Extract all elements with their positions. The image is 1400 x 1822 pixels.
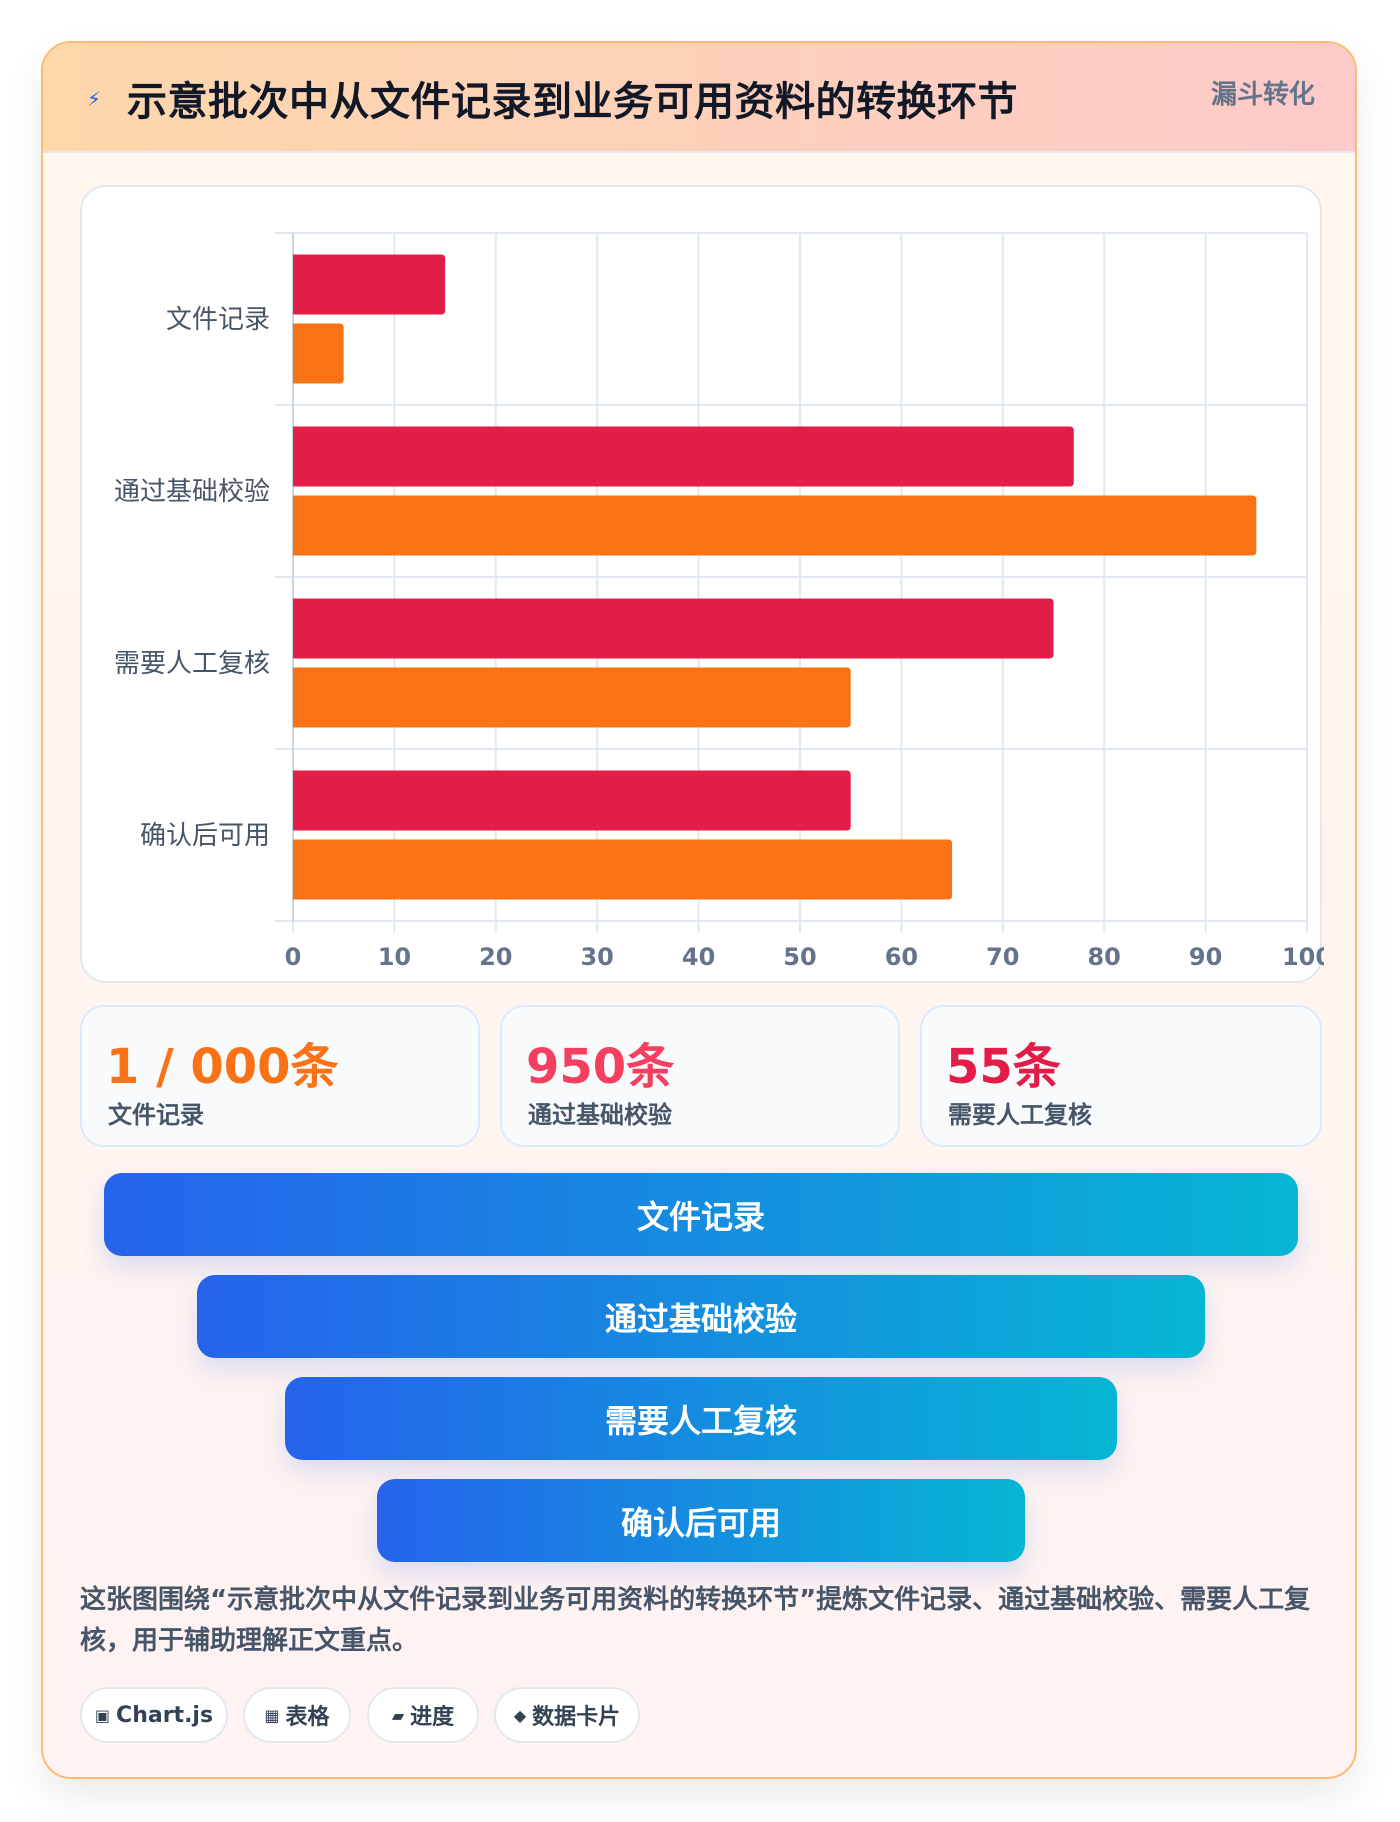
bar xyxy=(293,495,1257,556)
kpi-label: 文件记录 xyxy=(108,1101,204,1129)
y-tick-label: 通过基础校验 xyxy=(114,477,270,507)
progress-icon: ▰ xyxy=(391,1705,405,1725)
x-tick-label: 10 xyxy=(378,943,411,971)
kpi-card-1: 1 / 000条 文件记录 xyxy=(80,1005,480,1147)
kpi-label: 需要人工复核 xyxy=(948,1101,1092,1129)
bar xyxy=(293,426,1074,487)
kpi-value: 55条 xyxy=(946,1039,1061,1095)
grid-icon: ▦ xyxy=(264,1705,280,1725)
x-tick-label: 90 xyxy=(1189,943,1222,971)
bar xyxy=(293,598,1054,659)
x-tick-label: 100 xyxy=(1282,943,1324,971)
bar xyxy=(293,770,851,831)
chart-panel: 文件记录通过基础校验 需要人工复核确认后可用 0 10 20 30 40 50 60 70 80 90… xyxy=(80,185,1324,983)
tag-label: 数据卡片 xyxy=(532,1705,621,1730)
x-tick-label: 80 xyxy=(1087,943,1120,971)
page-title: 示意批次中从文件记录到业务可用资料的转换环节 xyxy=(127,79,1018,125)
y-tick-label: 需要人工复核 xyxy=(114,649,270,679)
tag-table[interactable]: ▦ 表格 xyxy=(243,1687,351,1743)
x-tick-label: 40 xyxy=(682,943,715,971)
kpi-value: 950条 xyxy=(526,1039,675,1095)
bar xyxy=(293,254,446,315)
bar xyxy=(293,323,344,384)
kpi-card-3: 55条 需要人工复核 xyxy=(920,1005,1322,1147)
funnel-step-2: 通过基础校验 xyxy=(197,1275,1205,1358)
x-tick-label: 50 xyxy=(783,943,816,971)
summary-text: 这张图围绕“示意批次中从文件记录到业务可用资料的转换环节”提炼文件记录、通过基础… xyxy=(80,1585,1311,1656)
tag-chartjs[interactable]: ▣ Chart.js xyxy=(80,1687,228,1743)
chip-icon: ▣ xyxy=(94,1705,111,1725)
tag-label: 进度 xyxy=(410,1705,455,1730)
tag-data-card[interactable]: ◆ 数据卡片 xyxy=(494,1687,640,1743)
tag-label: Chart.js xyxy=(116,1702,214,1728)
diamond-icon: ◆ xyxy=(513,1705,527,1725)
lightning-icon: ⚡ xyxy=(87,87,102,111)
x-tick-label: 20 xyxy=(479,943,512,971)
tag-label: 表格 xyxy=(285,1705,330,1730)
bar xyxy=(293,839,953,900)
funnel-step-1: 文件记录 xyxy=(104,1173,1298,1256)
x-tick-label: 70 xyxy=(986,943,1019,971)
bar xyxy=(293,667,851,728)
tag-progress[interactable]: ▰ 进度 xyxy=(367,1687,479,1743)
chart-card: ⚡ 示意批次中从文件记录到业务可用资料的转换环节 漏斗转化 文件记录 通过基础校验… xyxy=(41,41,1357,1779)
header-badge: 漏斗转化 xyxy=(1210,80,1315,110)
y-tick-label: 确认后可用 xyxy=(140,821,270,851)
funnel-step-3: 需要人工复核 xyxy=(285,1377,1117,1460)
kpi-label: 通过基础校验 xyxy=(528,1101,672,1129)
card-header: ⚡ 示意批次中从文件记录到业务可用资料的转换环节 漏斗转化 xyxy=(43,43,1355,153)
y-tick-label: 文件记录 xyxy=(166,305,270,335)
kpi-value: 1 / 000条 xyxy=(106,1039,339,1095)
kpi-card-2: 950条 通过基础校验 xyxy=(500,1005,900,1147)
x-tick-label: 0 xyxy=(285,943,302,971)
x-tick-label: 60 xyxy=(885,943,918,971)
x-tick-label: 30 xyxy=(580,943,613,971)
funnel-step-4: 确认后可用 xyxy=(377,1479,1025,1562)
